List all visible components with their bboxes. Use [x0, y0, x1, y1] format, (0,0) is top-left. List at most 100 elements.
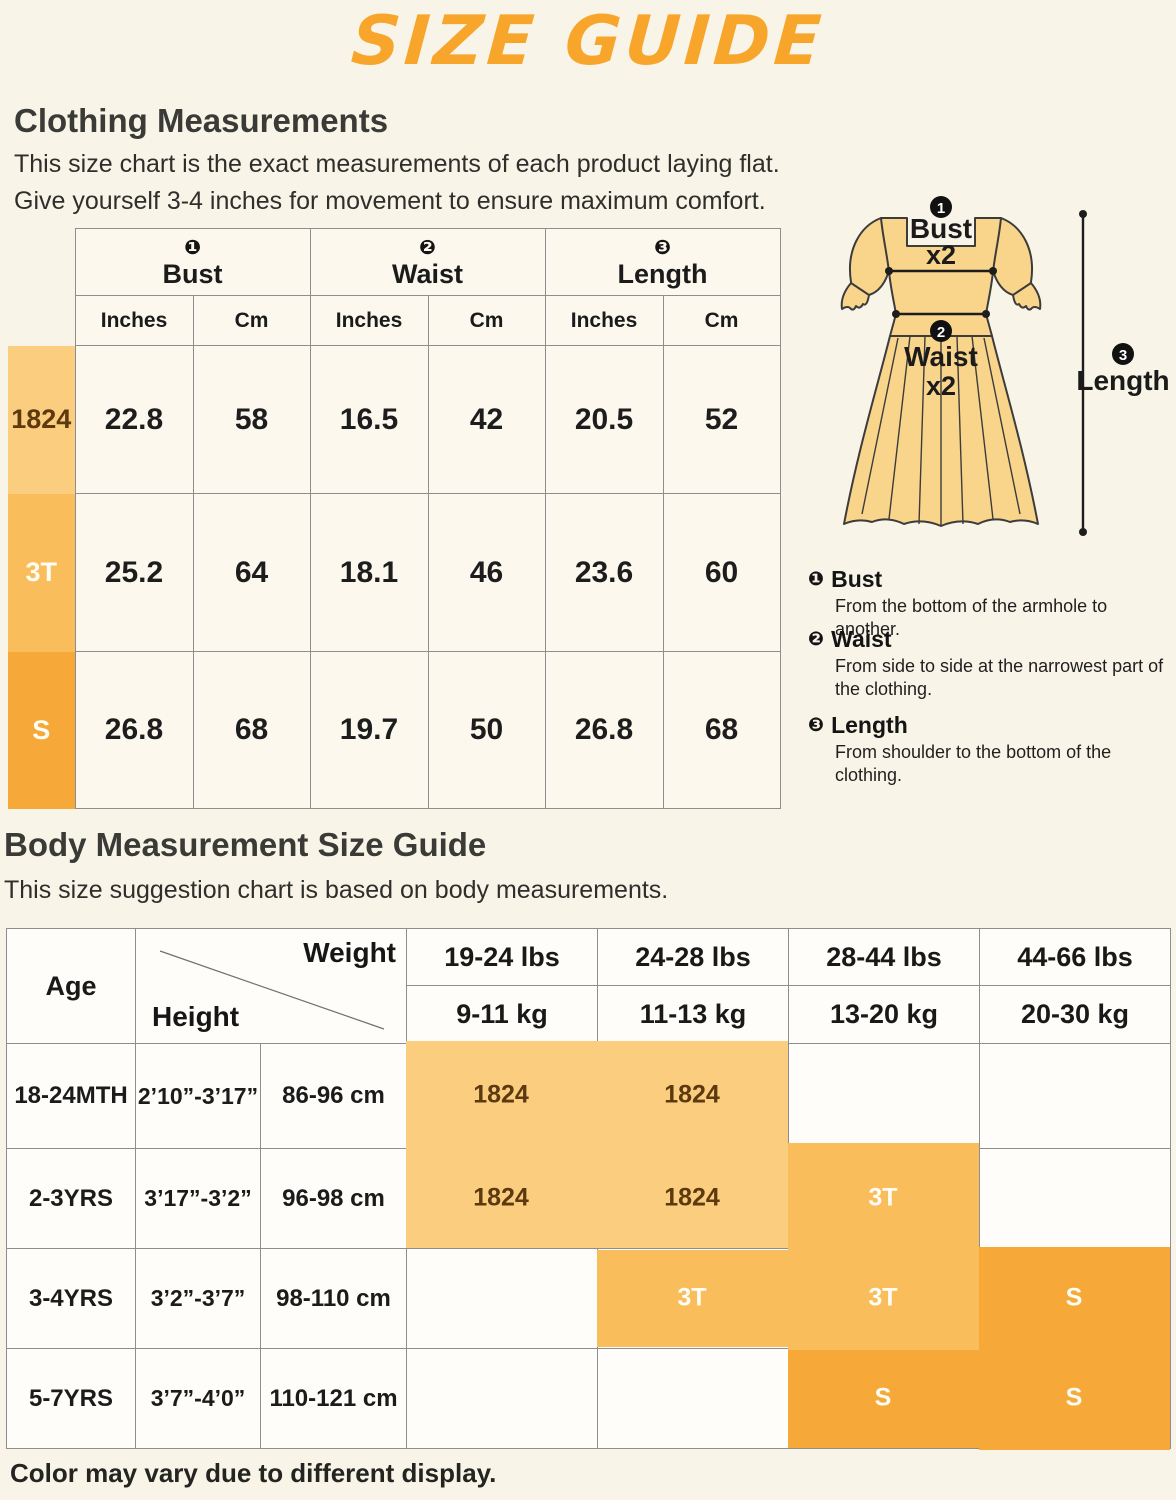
- t2-height-header: Height: [152, 1001, 240, 1032]
- t1-group-bust-label: Bust: [162, 259, 223, 289]
- size-block-label: 3T: [677, 1283, 707, 1312]
- size-block-label: 1824: [473, 1183, 529, 1212]
- size-block-label: 1824: [473, 1080, 529, 1109]
- size-block-3t: 3T 3T: [788, 1143, 979, 1350]
- t1-size-label-s: S: [8, 651, 75, 809]
- svg-text:Length: Length: [1076, 365, 1169, 396]
- t1-unit-header-row: Inches Cm Inches Cm Inches Cm: [8, 295, 781, 346]
- badge-3-icon: [1112, 343, 1134, 365]
- t1-cell: 42: [427, 345, 546, 494]
- size-block-1824: 1824 1824 1824 1824: [406, 1041, 788, 1248]
- t2-weight-col-header: 19-24 lbs: [406, 928, 598, 986]
- badge-1-icon: ❶: [808, 568, 825, 590]
- svg-text:Bust: Bust: [910, 213, 972, 244]
- t2-weight-height-corner: Weight Height: [135, 928, 407, 1044]
- t2-weight-col-header: 28-44 lbs: [788, 928, 980, 986]
- table-row: 1824 22.8 58 16.5 42 20.5 52: [8, 345, 781, 494]
- list-item: ❶ Bust From the bottom of the armhole to …: [808, 566, 1174, 641]
- size-block-label: 3T: [868, 1283, 898, 1312]
- bust-measure-line: [885, 267, 997, 275]
- length-annotation: 3 Length: [1076, 343, 1170, 396]
- list-item: ❷ Waist From side to side at the narrowes…: [808, 626, 1174, 701]
- legend-bust-description: From the bottom of the armhole to anothe…: [835, 596, 1108, 639]
- svg-text:x2: x2: [926, 371, 956, 401]
- t1-unit-header: Cm: [662, 295, 781, 346]
- size-block-label: S: [1065, 1283, 1083, 1312]
- t1-size-label-1824: 1824: [8, 345, 75, 494]
- size-block-s: S: [788, 1350, 979, 1448]
- dress-illustration: 1 Bust x2 2 Waist x2 3 Length: [840, 196, 1170, 536]
- t2-weight-col-subheader: 13-20 kg: [788, 985, 980, 1044]
- t1-cell: 68: [662, 651, 781, 809]
- t2-height-cm-cell: 110-121 cm: [260, 1348, 407, 1449]
- t1-cell: 16.5: [309, 345, 429, 494]
- t2-weight-col-header: 44-66 lbs: [979, 928, 1171, 986]
- clothing-section-heading: Clothing Measurements: [14, 102, 389, 139]
- page-title: SIZE GUIDE: [348, 2, 828, 81]
- t1-cell: 22.8: [74, 345, 194, 494]
- t1-unit-header: Cm: [427, 295, 546, 346]
- badge-2-icon: ❷: [808, 628, 825, 650]
- legend-bust-label: Bust: [831, 566, 883, 592]
- t1-cell: 52: [662, 345, 781, 494]
- t2-weight-col-header: 24-28 lbs: [597, 928, 789, 986]
- t2-height-cm-cell: 98-110 cm: [260, 1248, 407, 1349]
- t2-age-cell: 2-3YRS: [6, 1148, 136, 1249]
- diagonal-divider-line: [159, 950, 385, 1030]
- clothing-measurements-table: ❶ Bust ❷ Waist ❸ Length Inches Cm Inches…: [8, 228, 781, 809]
- waist-annotation: 2 Waist x2: [904, 320, 978, 401]
- table-row: 3T 25.2 64 18.1 46 23.6 60: [8, 493, 781, 652]
- t2-height-cm-cell: 86-96 cm: [260, 1043, 407, 1149]
- badge-2-icon: ❷: [419, 235, 436, 259]
- t1-unit-header: Inches: [309, 295, 429, 346]
- t2-height-cm-cell: 96-98 cm: [260, 1148, 407, 1249]
- t2-age-cell: 3-4YRS: [6, 1248, 136, 1349]
- bust-annotation: 1 Bust x2: [910, 196, 972, 270]
- t2-age-cell: 18-24MTH: [6, 1043, 136, 1149]
- t2-size-cell: [406, 1248, 598, 1349]
- badge-3-icon: ❸: [654, 235, 671, 259]
- svg-text:x2: x2: [926, 240, 956, 270]
- t1-cell: 60: [662, 493, 781, 652]
- legend-length-label: Length: [831, 712, 908, 738]
- t1-corner-blank: [8, 229, 75, 296]
- t2-size-cell: [406, 1348, 598, 1449]
- clothing-desc-line1: This size chart is the exact measurement…: [14, 150, 780, 178]
- t2-size-cell: [788, 1043, 980, 1149]
- t2-header-row-lbs: Age Weight Height 19-24 lbs 24-28 lbs 28…: [6, 928, 1171, 1044]
- t1-cell: 46: [427, 493, 546, 652]
- t1-group-waist: ❷ Waist: [309, 228, 546, 296]
- badge-1-icon: [930, 196, 952, 218]
- t1-cell: 68: [192, 651, 311, 809]
- t1-size-label-3t: 3T: [8, 493, 75, 652]
- list-item: ❸ Length From shoulder to the bottom of t…: [808, 712, 1174, 787]
- t1-cell: 23.6: [544, 493, 664, 652]
- svg-text:1: 1: [937, 200, 945, 217]
- svg-text:3: 3: [1119, 347, 1127, 364]
- t1-cell: 26.8: [74, 651, 194, 809]
- dress-measurement-diagram: 1 Bust x2 2 Waist x2 3 Length: [796, 192, 1176, 552]
- t2-header-row-kg: 9-11 kg 11-13 kg 13-20 kg 20-30 kg: [7, 985, 1171, 1044]
- body-section-heading: Body Measurement Size Guide: [4, 826, 487, 863]
- t1-unit-header: Cm: [192, 295, 311, 346]
- waist-measure-line: [892, 310, 990, 318]
- t1-group-length-label: Length: [617, 259, 708, 289]
- t1-cell: 58: [192, 345, 311, 494]
- t1-unit-header: Inches: [74, 295, 194, 346]
- t1-group-bust: ❶ Bust: [74, 228, 311, 296]
- length-measure-line: [1079, 210, 1087, 536]
- t2-height-ft-cell: 3’7”-4’0”: [135, 1348, 261, 1449]
- t1-cell: 18.1: [309, 493, 429, 652]
- t1-cell: 64: [192, 493, 311, 652]
- t1-cell: 25.2: [74, 493, 194, 652]
- badge-3-icon: ❸: [808, 714, 825, 736]
- size-block-label: 1824: [664, 1183, 720, 1212]
- badge-2-icon: [930, 320, 952, 342]
- t2-age-cell: 5-7YRS: [6, 1348, 136, 1449]
- t1-unit-header: Inches: [544, 295, 664, 346]
- t2-size-cell: [597, 1348, 789, 1449]
- t2-weight-col-subheader: 11-13 kg: [597, 985, 789, 1044]
- t2-height-ft-cell: 3’2”-3’7”: [135, 1248, 261, 1349]
- t1-cell: 20.5: [544, 345, 664, 494]
- t1-cell: 26.8: [544, 651, 664, 809]
